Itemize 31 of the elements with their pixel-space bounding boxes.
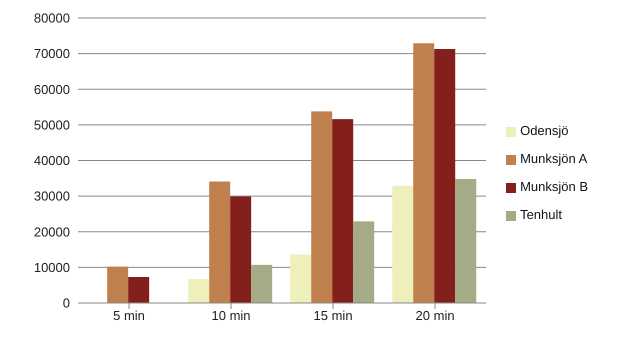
x-tick-label: 15 min <box>314 308 353 324</box>
y-tick-label: 40000 <box>34 153 70 168</box>
bar <box>188 279 210 303</box>
bar <box>311 111 332 303</box>
x-tick-label: 10 min <box>212 308 251 324</box>
y-tick-label: 80000 <box>34 10 70 26</box>
y-tick-label: 20000 <box>34 224 70 240</box>
y-tick-label: 50000 <box>34 117 70 132</box>
legend-label: Munksjön B <box>520 179 588 194</box>
y-tick-label: 30000 <box>34 188 70 204</box>
x-tick-label: 5 min <box>113 308 145 324</box>
bar <box>332 119 354 303</box>
x-tick-label: 20 min <box>416 308 455 324</box>
legend-label: Tenhult <box>520 207 562 222</box>
bar <box>209 182 230 303</box>
bar <box>392 186 414 303</box>
bar <box>107 266 128 303</box>
bar <box>128 276 150 303</box>
legend-label: Odensjö <box>520 123 568 138</box>
bar <box>290 254 312 303</box>
y-tick-label: 70000 <box>34 46 70 62</box>
bar <box>251 264 272 303</box>
y-tick-label: 60000 <box>34 82 70 97</box>
y-tick-label: 0 <box>62 296 70 311</box>
legend-label: Munksjön A <box>520 151 588 166</box>
bar <box>455 179 476 303</box>
bar <box>434 48 456 303</box>
bar <box>230 196 252 303</box>
bar <box>413 43 434 303</box>
bar <box>353 221 374 303</box>
y-tick-label: 10000 <box>34 260 70 275</box>
